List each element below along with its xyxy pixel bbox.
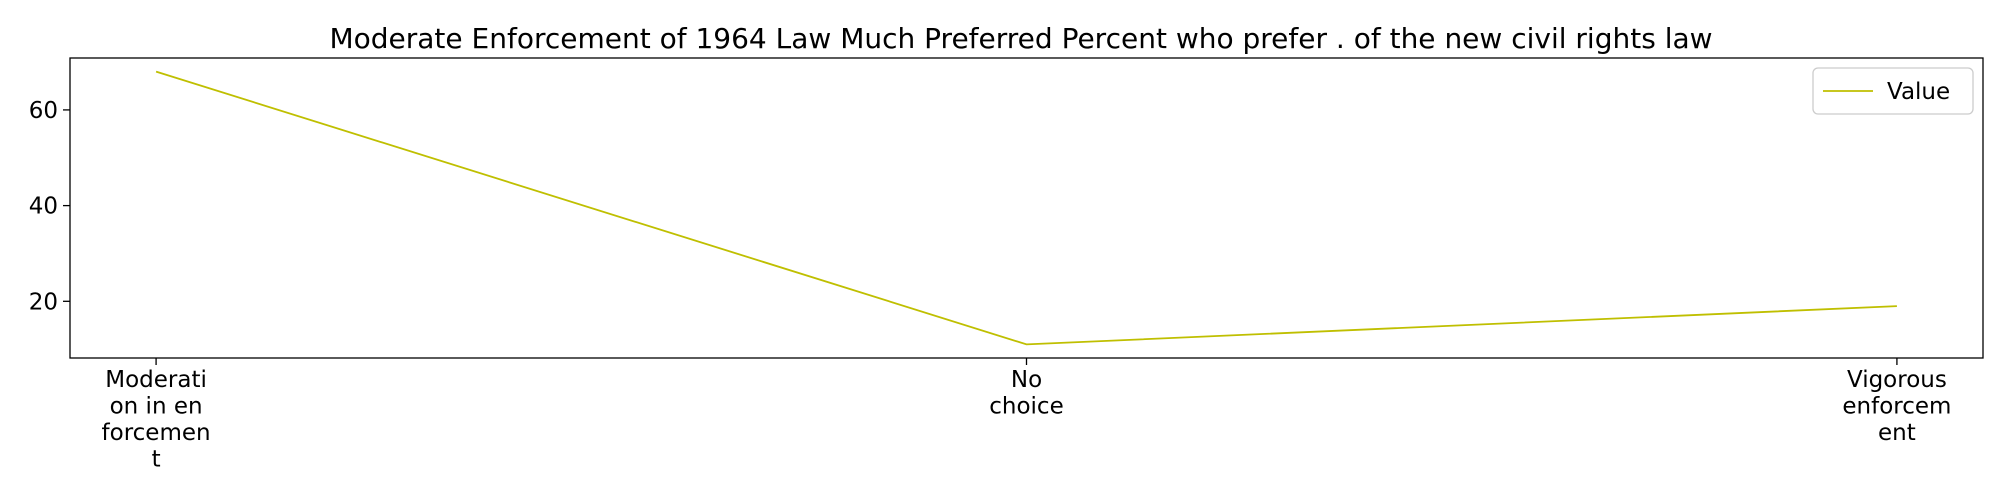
- legend-label: Value: [1887, 79, 1950, 105]
- y-tick-label: 60: [29, 98, 58, 124]
- plot-area: 20 40 60 Moderati on in en forcemen t No choice V…: [29, 57, 1984, 473]
- x-tick-label-line: forcemen: [102, 420, 211, 446]
- x-tick-label-line: t: [152, 447, 161, 473]
- x-tick-label-line: ent: [1878, 420, 1916, 446]
- x-tick-label: Moderati on in en forcemen t: [102, 367, 211, 473]
- x-tick-label: Vigorous enforcem ent: [1842, 367, 1951, 446]
- x-tick-label-line: choice: [989, 394, 1063, 420]
- y-tick-label: 20: [29, 289, 58, 315]
- x-tick-label: No choice: [989, 367, 1063, 420]
- x-tick-label-line: Moderati: [105, 367, 207, 393]
- x-tick-label-line: Vigorous: [1847, 367, 1947, 393]
- x-tick-label-line: No: [1011, 367, 1042, 393]
- plot-frame: [69, 57, 1984, 359]
- chart-title: Moderate Enforcement of 1964 Law Much Pr…: [329, 22, 1712, 55]
- legend-box: [1812, 67, 1974, 115]
- x-tick-label-line: on in en: [110, 394, 203, 420]
- x-tick-label-line: enforcem: [1842, 394, 1951, 420]
- y-tick-label: 40: [29, 194, 58, 220]
- series-line: [155, 70, 1897, 346]
